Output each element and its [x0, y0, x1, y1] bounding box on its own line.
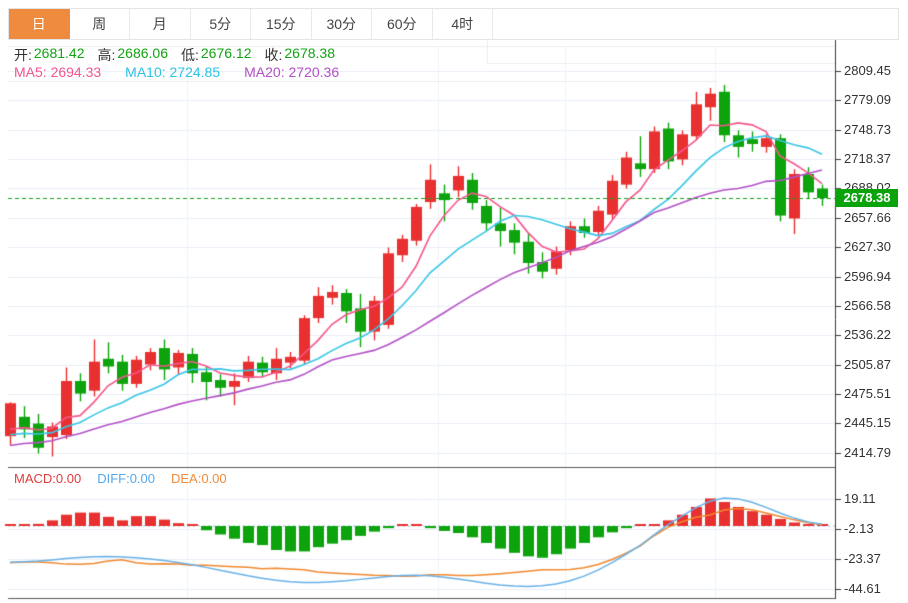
tab-interval-7[interactable]: 60分 — [372, 9, 433, 39]
price-axis-tick-label: 2536.22 — [844, 327, 891, 343]
price-axis-tick-label: 2414.79 — [844, 444, 891, 460]
macd-legend-item: DIFF:0.00 — [97, 471, 155, 486]
ma-legend-item: MA5: 2694.33 — [14, 64, 102, 80]
price-axis-tick-label: 2445.15 — [844, 415, 891, 431]
price-axis-tick-label: 2596.94 — [844, 268, 891, 284]
macd-axis-tick-label: -23.37 — [844, 550, 881, 566]
tab-interval-3[interactable]: 月 — [130, 9, 191, 39]
current-price-tag: 2678.38 — [836, 188, 898, 207]
tab-interval-4[interactable]: 5分 — [191, 9, 251, 39]
macd-legend: MACD:0.00 DIFF:0.00 DEA:0.00 — [14, 471, 227, 486]
macd-axis-tick-label: -2.13 — [844, 521, 874, 536]
tab-interval-6[interactable]: 30分 — [312, 9, 372, 39]
price-axis-tick-label: 2475.51 — [844, 386, 891, 402]
tab-interval-8[interactable]: 4时 — [433, 9, 493, 39]
macd-axis-tick-label: -44.61 — [844, 580, 881, 596]
price-axis-tick-label: 2505.87 — [844, 356, 891, 372]
macd-legend-item: DEA:0.00 — [171, 471, 227, 486]
ohlc-item: 高: 2686.06 — [97, 45, 169, 63]
price-axis-tick-label: 2718.37 — [844, 151, 891, 167]
price-axis-tick-label: 2627.30 — [844, 239, 891, 255]
ma-legend-item: MA10: 2724.85 — [125, 64, 221, 80]
macd-axis-tick-label: 19.11 — [844, 491, 876, 507]
macd-legend-item: MACD:0.00 — [14, 471, 82, 486]
ohlc-readout: 开: 2681.42 高: 2686.06 低: 2676.12 收: 2678.38 — [14, 45, 335, 65]
price-axis-tick-label: 2566.58 — [844, 297, 891, 313]
price-axis-tick-label: 2779.09 — [844, 92, 891, 108]
ohlc-item: 低: 2676.12 — [181, 45, 252, 63]
ohlc-item: 收: 2678.38 — [264, 45, 336, 63]
ma-legend: MA5: 2694.33 MA10: 2724.85 MA20: 2720.36 — [14, 64, 339, 80]
price-axis-tick-label: 2657.66 — [844, 209, 891, 225]
price-axis-tick-label: 2809.45 — [844, 63, 891, 78]
price-axis-tick-label: 2748.73 — [844, 121, 891, 137]
tab-interval-1[interactable]: 日 — [9, 9, 70, 39]
tab-interval-5[interactable]: 15分 — [251, 9, 312, 39]
interval-tabbar: 日周月 5分 15分 30分 60分 4时 — [8, 8, 899, 40]
ohlc-item: 开: 2681.42 — [14, 45, 85, 63]
tab-interval-2[interactable]: 周 — [70, 9, 130, 39]
ma-legend-item: MA20: 2720.36 — [244, 64, 340, 80]
